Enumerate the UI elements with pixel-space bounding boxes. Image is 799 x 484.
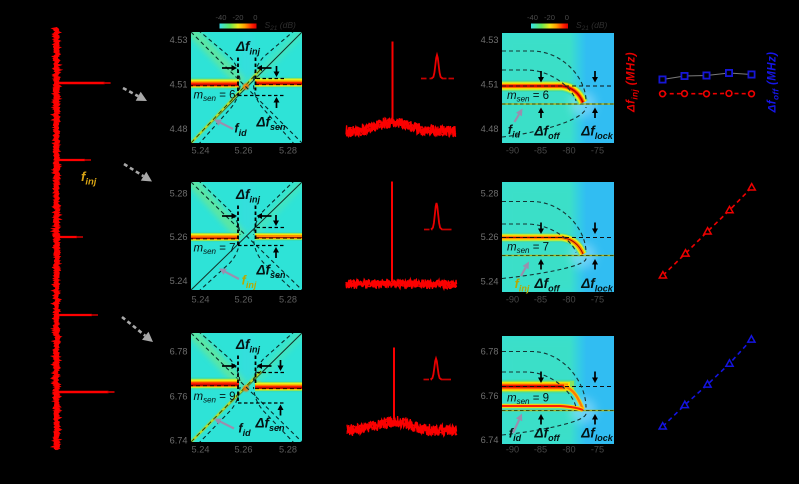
- svg-text:5.24: 5.24: [170, 276, 188, 286]
- svg-text:msen = 7: msen = 7: [194, 243, 236, 257]
- svg-text:msen = 6: msen = 6: [194, 90, 236, 104]
- svg-text:5.26: 5.26: [235, 146, 253, 156]
- svg-text:msen = 9: msen = 9: [507, 393, 549, 407]
- svg-text:-85: -85: [534, 146, 547, 156]
- svg-text:5.28: 5.28: [279, 445, 297, 455]
- svg-text:5.26: 5.26: [170, 232, 188, 242]
- svg-text:Δfoff (MHz): Δfoff (MHz): [767, 52, 781, 114]
- svg-text:-20: -20: [544, 13, 555, 22]
- svg-text:5.24: 5.24: [192, 445, 210, 455]
- svg-text:-75: -75: [591, 445, 604, 455]
- svg-text:-80: -80: [562, 445, 575, 455]
- svg-text:-80: -80: [562, 146, 575, 156]
- svg-text:6.74: 6.74: [481, 435, 499, 445]
- svg-text:6.78: 6.78: [481, 347, 499, 357]
- svg-text:-40: -40: [527, 13, 538, 22]
- svg-text:-20: -20: [233, 13, 244, 22]
- svg-text:5.26: 5.26: [481, 232, 499, 242]
- svg-text:-90: -90: [506, 295, 519, 305]
- svg-text:msen = 9: msen = 9: [194, 391, 236, 405]
- svg-text:6.76: 6.76: [170, 392, 188, 402]
- svg-text:0: 0: [565, 13, 569, 22]
- svg-text:-85: -85: [534, 295, 547, 305]
- svg-text:5.24: 5.24: [192, 295, 210, 305]
- svg-text:4.48: 4.48: [481, 124, 499, 134]
- svg-text:6.74: 6.74: [170, 436, 188, 446]
- svg-text:6.78: 6.78: [170, 347, 188, 357]
- svg-text:4.51: 4.51: [481, 80, 499, 90]
- svg-text:5.28: 5.28: [279, 146, 297, 156]
- svg-text:4.53: 4.53: [170, 35, 188, 45]
- svg-text:5.28: 5.28: [481, 189, 499, 199]
- svg-text:5.24: 5.24: [481, 277, 499, 287]
- svg-text:-90: -90: [506, 445, 519, 455]
- svg-text:5.24: 5.24: [192, 146, 210, 156]
- svg-text:msen = 6: msen = 6: [507, 90, 549, 104]
- svg-text:-80: -80: [562, 295, 575, 305]
- svg-text:5.26: 5.26: [235, 445, 253, 455]
- svg-text:5.28: 5.28: [279, 295, 297, 305]
- svg-text:-90: -90: [506, 146, 519, 156]
- svg-text:0: 0: [253, 13, 257, 22]
- svg-text:4.51: 4.51: [170, 80, 188, 90]
- svg-text:Δfinj (MHz): Δfinj (MHz): [626, 52, 640, 113]
- svg-text:-40: -40: [215, 13, 226, 22]
- svg-text:4.48: 4.48: [170, 124, 188, 134]
- svg-text:-75: -75: [591, 295, 604, 305]
- svg-text:msen = 7: msen = 7: [507, 242, 549, 256]
- svg-text:6.76: 6.76: [481, 391, 499, 401]
- svg-text:-85: -85: [534, 445, 547, 455]
- svg-text:-75: -75: [591, 146, 604, 156]
- svg-text:4.53: 4.53: [481, 35, 499, 45]
- svg-text:5.26: 5.26: [235, 295, 253, 305]
- svg-text:5.28: 5.28: [170, 189, 188, 199]
